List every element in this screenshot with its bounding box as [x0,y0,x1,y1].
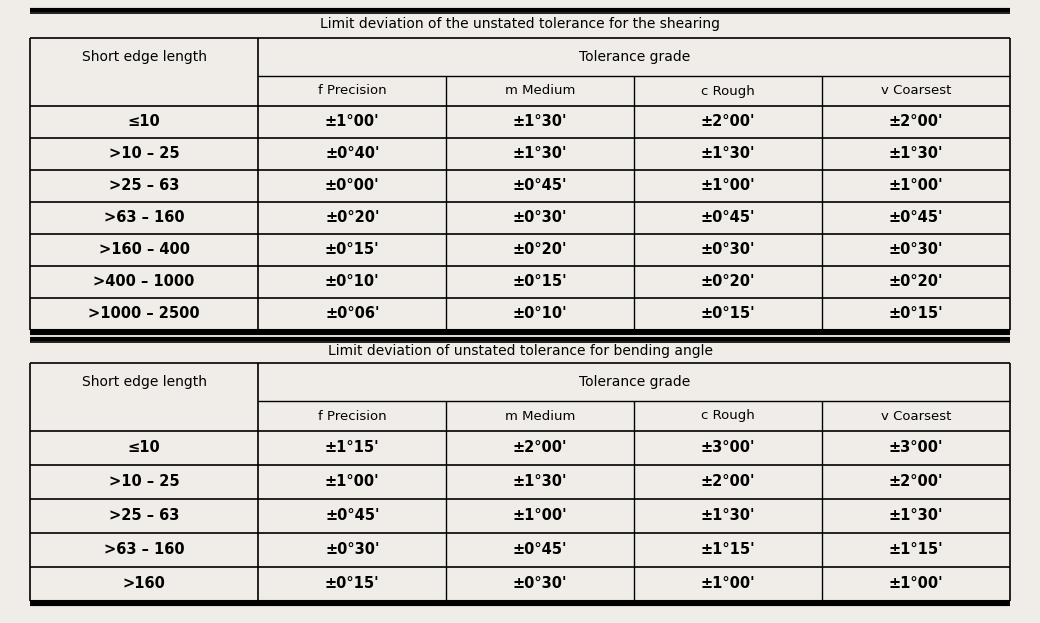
Text: ≤10: ≤10 [128,440,160,455]
Text: ±1°00': ±1°00' [701,179,755,194]
Text: m Medium: m Medium [505,409,575,422]
Text: Short edge length: Short edge length [82,375,207,389]
Text: ±0°20': ±0°20' [326,211,380,226]
Text: ±0°45': ±0°45' [326,508,380,523]
Text: ≤10: ≤10 [128,115,160,130]
Text: ±0°30': ±0°30' [513,211,568,226]
Text: ±0°20': ±0°20' [889,275,943,290]
Text: >1000 – 2500: >1000 – 2500 [88,307,200,321]
Text: ±0°20': ±0°20' [701,275,755,290]
Text: >63 – 160: >63 – 160 [104,211,184,226]
Text: ±1°15': ±1°15' [889,543,943,558]
Text: ±0°40': ±0°40' [326,146,380,161]
Text: ±1°30': ±1°30' [701,508,755,523]
Text: ±0°30': ±0°30' [701,242,755,257]
Text: >25 – 63: >25 – 63 [109,179,179,194]
Text: ±0°45': ±0°45' [513,543,568,558]
Text: >10 – 25: >10 – 25 [109,146,180,161]
Text: ±2°00': ±2°00' [889,475,943,490]
Text: >63 – 160: >63 – 160 [104,543,184,558]
Text: ±1°00': ±1°00' [324,475,380,490]
Text: c Rough: c Rough [701,409,755,422]
Text: ±2°00': ±2°00' [701,475,755,490]
Text: f Precision: f Precision [318,85,387,98]
Text: ±1°00': ±1°00' [324,115,380,130]
Text: ±0°45': ±0°45' [513,179,568,194]
Text: >25 – 63: >25 – 63 [109,508,179,523]
Text: ±1°30': ±1°30' [513,475,568,490]
Text: Limit deviation of unstated tolerance for bending angle: Limit deviation of unstated tolerance fo… [328,344,712,358]
Text: ±0°30': ±0°30' [889,242,943,257]
Text: >10 – 25: >10 – 25 [109,475,180,490]
Text: ±1°30': ±1°30' [889,508,943,523]
Text: ±0°45': ±0°45' [889,211,943,226]
Text: ±1°30': ±1°30' [513,146,568,161]
Text: ±3°00': ±3°00' [889,440,943,455]
Text: ±0°15': ±0°15' [889,307,943,321]
Text: ±1°30': ±1°30' [889,146,943,161]
Text: ±0°00': ±0°00' [324,179,380,194]
Text: f Precision: f Precision [318,409,387,422]
Text: ±0°45': ±0°45' [701,211,755,226]
Text: ±3°00': ±3°00' [701,440,755,455]
Text: ±1°30': ±1°30' [701,146,755,161]
Text: ±1°00': ±1°00' [701,576,755,591]
Text: ±2°00': ±2°00' [889,115,943,130]
Text: v Coarsest: v Coarsest [881,409,952,422]
Text: >160 – 400: >160 – 400 [99,242,189,257]
Text: Short edge length: Short edge length [82,50,207,64]
Text: ±0°10': ±0°10' [324,275,380,290]
Text: Tolerance grade: Tolerance grade [578,375,690,389]
Text: ±0°20': ±0°20' [513,242,568,257]
Text: ±0°15': ±0°15' [513,275,568,290]
Text: ±1°00': ±1°00' [889,179,943,194]
Text: Limit deviation of the unstated tolerance for the shearing: Limit deviation of the unstated toleranc… [320,17,720,31]
Text: ±0°30': ±0°30' [513,576,568,591]
Text: ±0°10': ±0°10' [513,307,568,321]
Text: m Medium: m Medium [505,85,575,98]
Text: ±0°15': ±0°15' [324,242,380,257]
Text: >400 – 1000: >400 – 1000 [94,275,194,290]
Text: ±0°15': ±0°15' [701,307,755,321]
Text: ±0°15': ±0°15' [324,576,380,591]
Text: c Rough: c Rough [701,85,755,98]
Text: ±1°15': ±1°15' [701,543,755,558]
Text: v Coarsest: v Coarsest [881,85,952,98]
Text: >160: >160 [123,576,165,591]
Text: Tolerance grade: Tolerance grade [578,50,690,64]
Text: ±1°00': ±1°00' [513,508,568,523]
Text: ±1°15': ±1°15' [324,440,380,455]
Text: ±1°00': ±1°00' [889,576,943,591]
Text: ±2°00': ±2°00' [513,440,568,455]
Text: ±0°06': ±0°06' [326,307,380,321]
Text: ±1°30': ±1°30' [513,115,568,130]
Text: ±0°30': ±0°30' [326,543,380,558]
Text: ±2°00': ±2°00' [701,115,755,130]
